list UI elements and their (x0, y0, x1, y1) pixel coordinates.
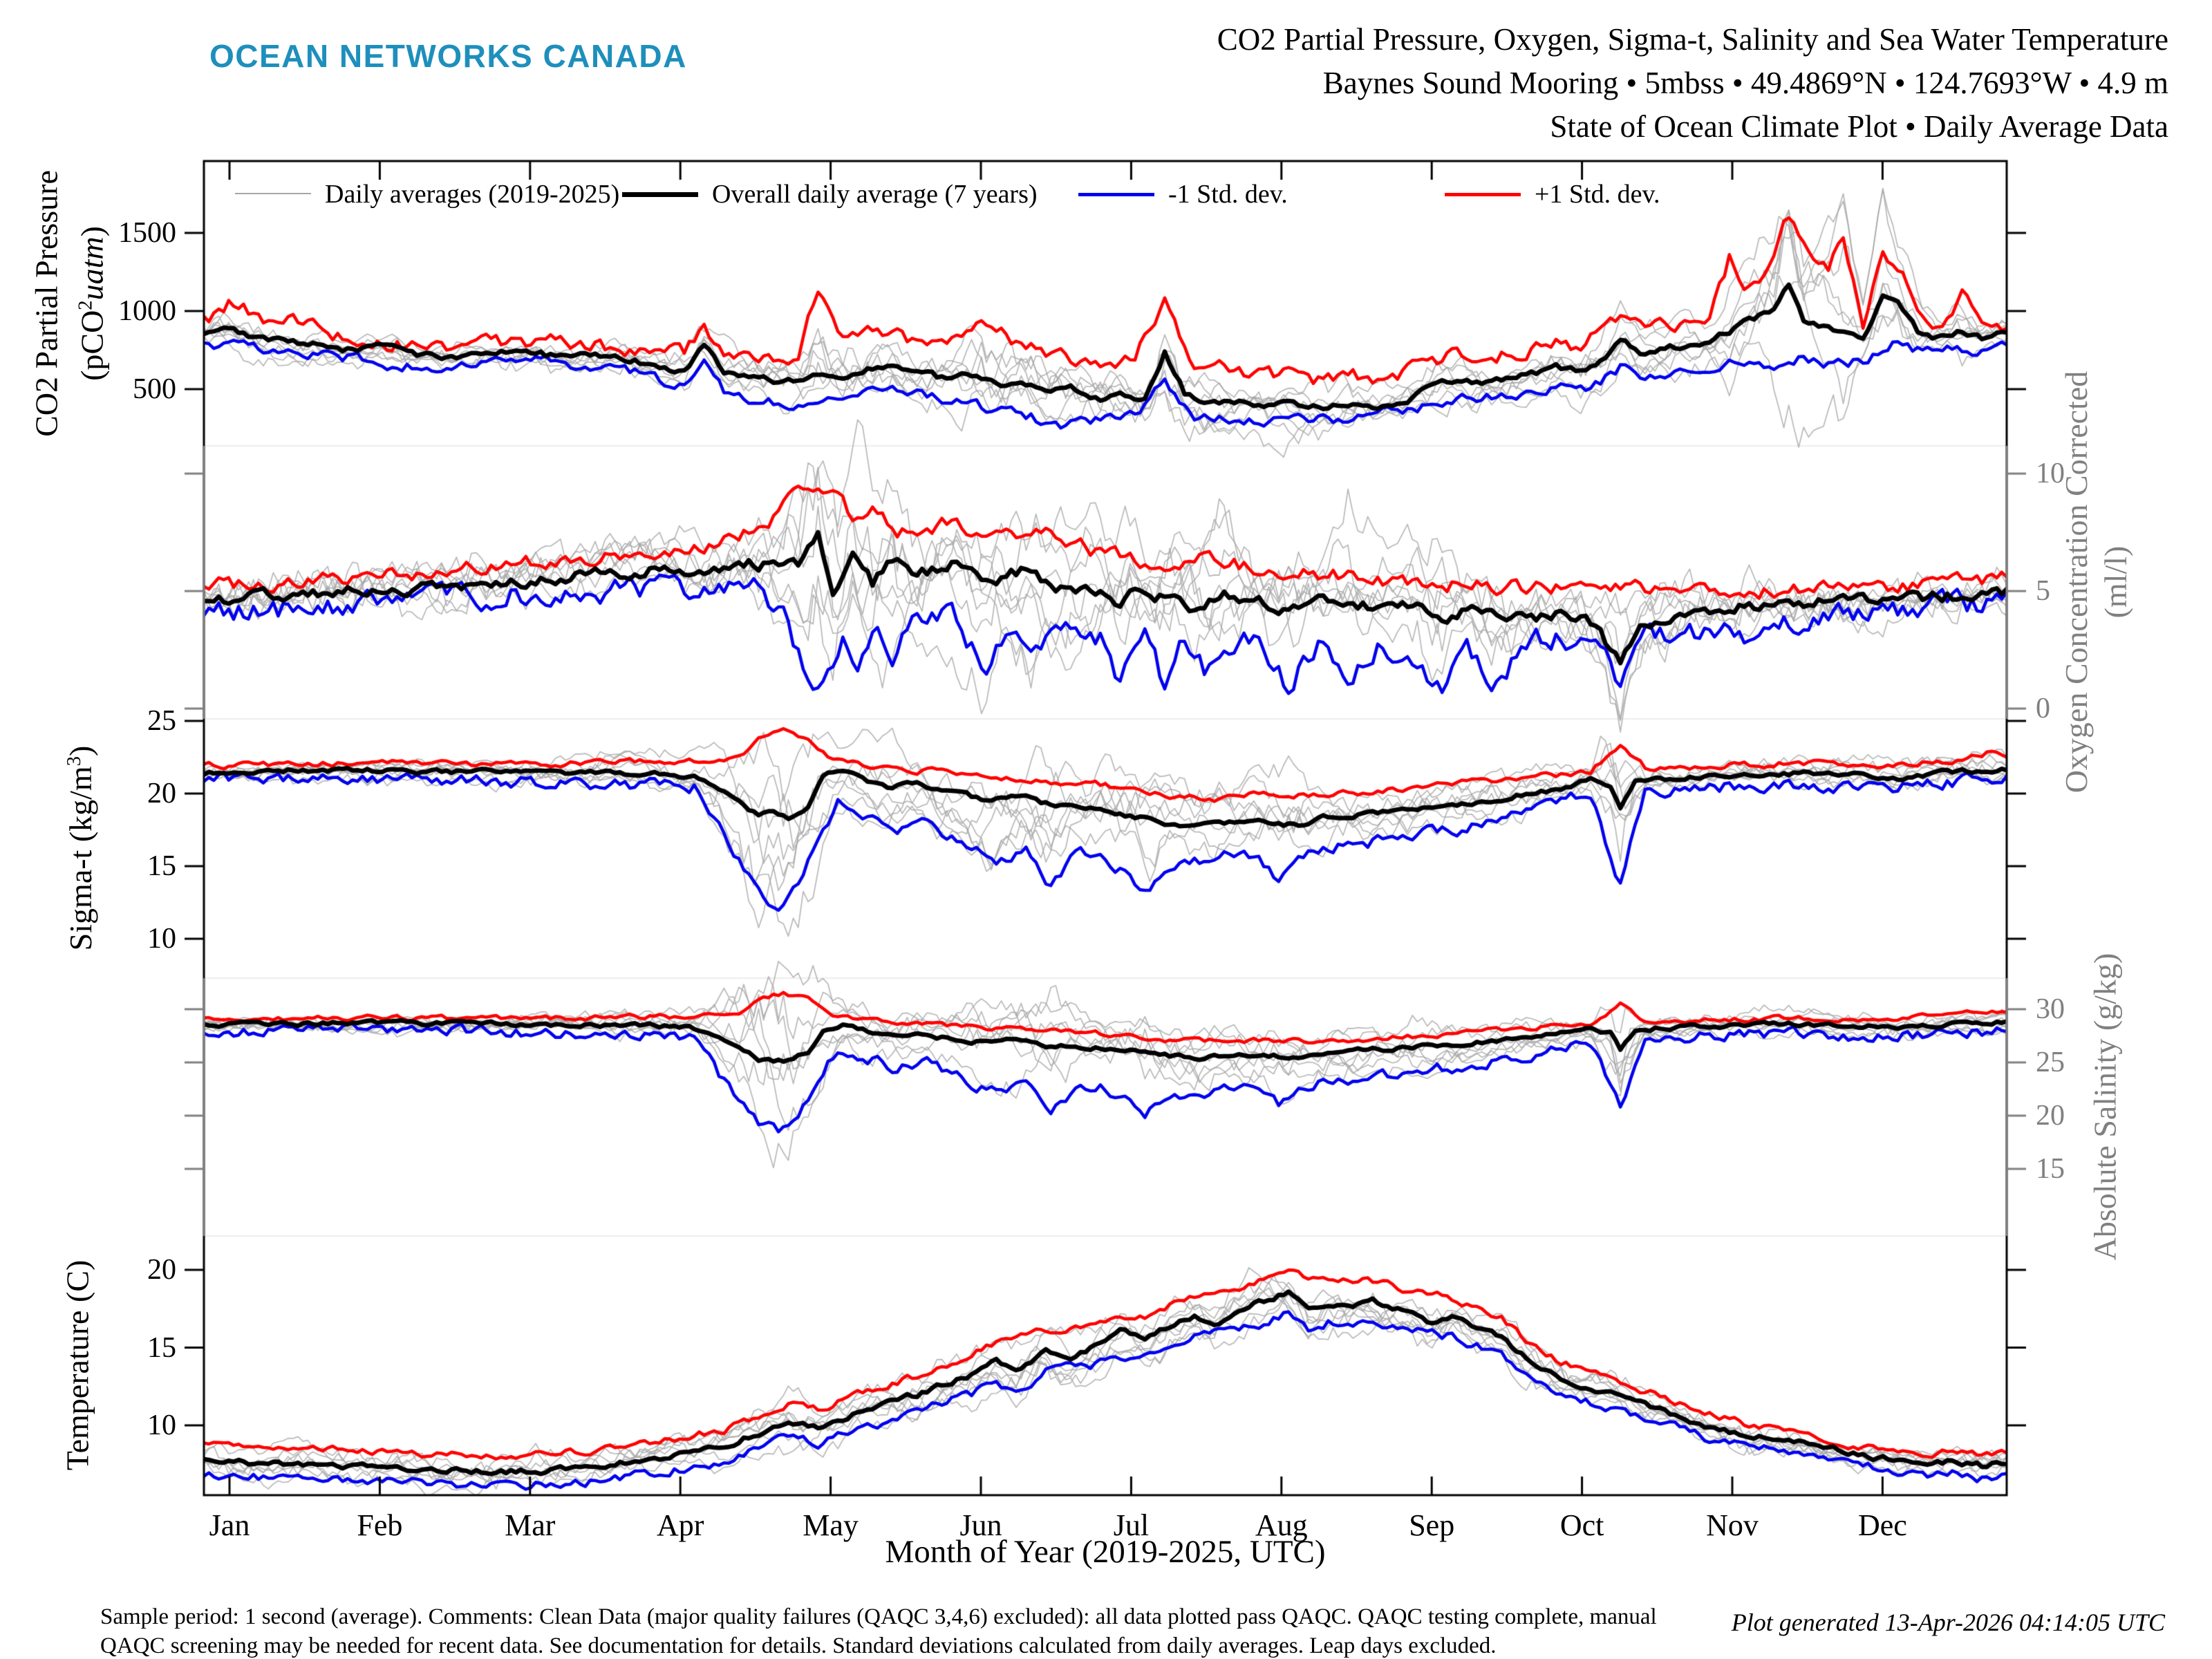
x-tick-label-may: May (803, 1508, 859, 1542)
x-tick-label-oct: Oct (1559, 1508, 1604, 1542)
legend-label-plus-std: +1 Std. dev. (1535, 180, 1660, 209)
legend-line-plus-std (1445, 193, 1521, 196)
x-tick-label-aug: Aug (1255, 1508, 1308, 1542)
y-tick-label-salinity-25: 25 (2036, 1046, 2065, 1078)
y-tick-label-salinity-30: 30 (2036, 993, 2065, 1025)
x-tick-label-feb: Feb (357, 1508, 403, 1542)
footer-comments-line2: QAQC screening may be needed for recent … (100, 1633, 1497, 1658)
legend-line-daily-averages (235, 193, 311, 194)
y-tick-label-sigma_t-10: 10 (147, 923, 176, 955)
x-tick-label-jan: Jan (209, 1508, 250, 1542)
x-tick-label-apr: Apr (656, 1508, 704, 1542)
y-tick-label-temperature-20: 20 (147, 1254, 176, 1286)
y-tick-label-co2-1500: 1500 (118, 216, 176, 249)
legend-label-daily-averages: Daily averages (2019-2025) (325, 180, 620, 209)
x-tick-label-jul: Jul (1113, 1508, 1150, 1542)
legend-line-minus-std (1078, 193, 1154, 196)
y-tick-label-salinity-20: 20 (2036, 1099, 2065, 1132)
legend-label-overall-average: Overall daily average (7 years) (712, 180, 1038, 209)
x-tick-label-dec: Dec (1857, 1508, 1907, 1542)
plot-generated-timestamp: Plot generated 13-Apr-2026 04:14:05 UTC (1731, 1609, 2165, 1636)
legend-label-minus-std: -1 Std. dev. (1168, 180, 1288, 209)
x-tick-label-nov: Nov (1706, 1508, 1759, 1542)
footer-comments-line1: Sample period: 1 second (average). Comme… (100, 1604, 1657, 1629)
x-axis-title: Month of Year (2019-2025, UTC) (885, 1534, 1326, 1570)
y-tick-label-co2-500: 500 (133, 373, 176, 405)
y-tick-label-co2-1000: 1000 (118, 294, 176, 327)
x-tick-label-sep: Sep (1409, 1508, 1455, 1542)
y-tick-label-temperature-10: 10 (147, 1409, 176, 1441)
legend-line-overall-average (622, 192, 698, 197)
y-tick-label-salinity-15: 15 (2036, 1152, 2065, 1185)
footer-comments: Sample period: 1 second (average). Comme… (100, 1602, 1657, 1659)
y-tick-label-temperature-15: 15 (147, 1331, 176, 1364)
x-tick-label-mar: Mar (505, 1508, 556, 1542)
y-tick-label-oxygen-5: 5 (2036, 575, 2050, 608)
y-tick-label-oxygen-10: 10 (2036, 458, 2065, 490)
y-tick-label-sigma_t-25: 25 (147, 704, 176, 737)
x-tick-label-jun: Jun (959, 1508, 1002, 1542)
y-tick-label-oxygen-0: 0 (2036, 693, 2050, 725)
y-tick-label-sigma_t-20: 20 (147, 777, 176, 809)
y-tick-label-sigma_t-15: 15 (147, 850, 176, 883)
co2-axis-title-line1: CO2 Partial Pressure (28, 170, 64, 437)
